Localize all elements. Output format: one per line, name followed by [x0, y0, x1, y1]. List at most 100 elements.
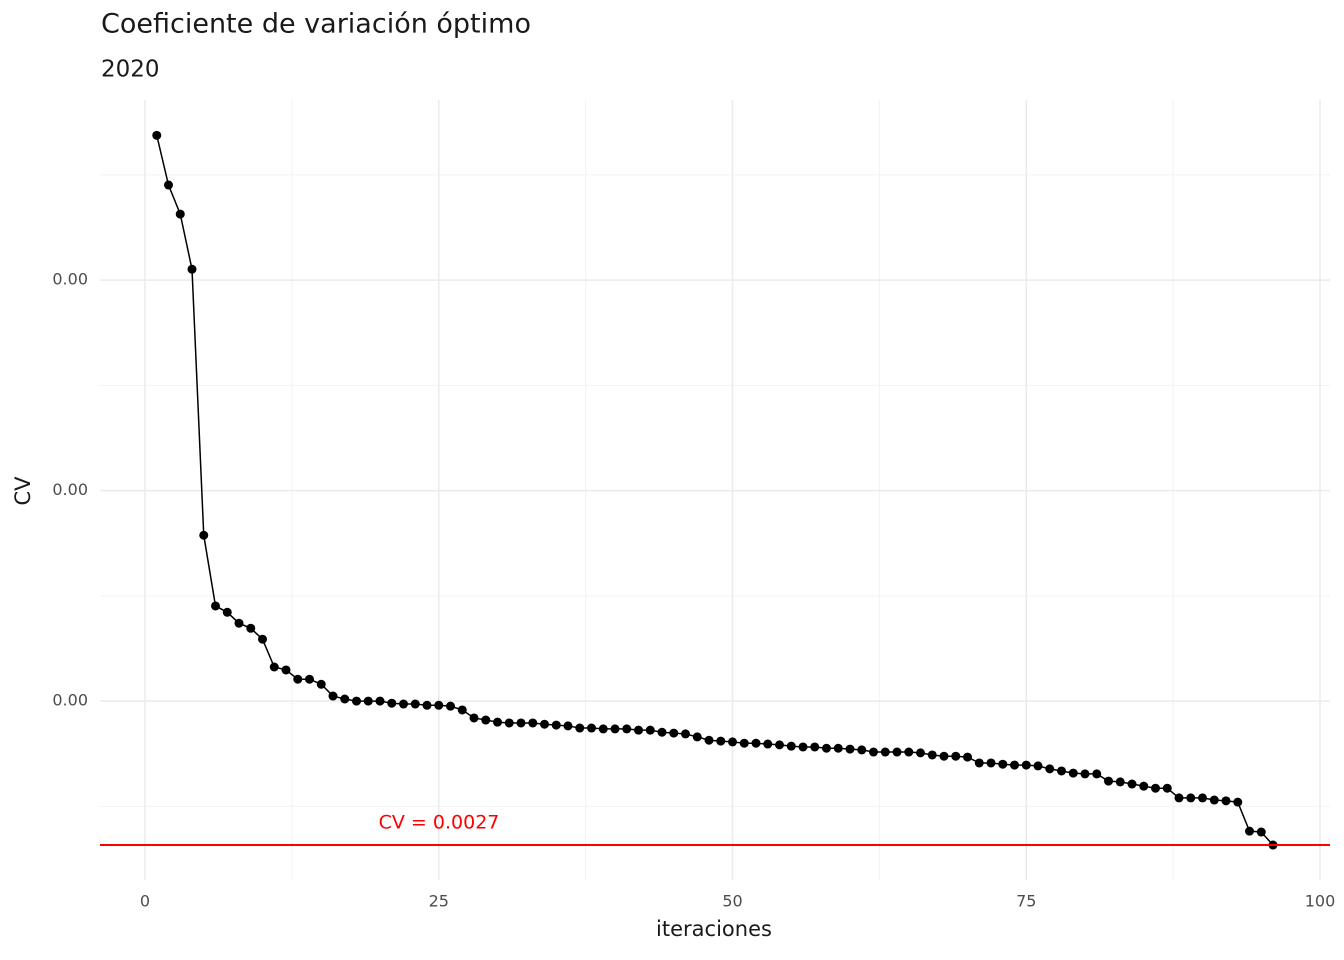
point	[1209, 795, 1219, 805]
point	[728, 737, 738, 747]
point	[175, 209, 185, 219]
x-tick-label: 100	[1305, 892, 1336, 911]
point	[916, 748, 926, 758]
point	[622, 724, 632, 734]
point	[833, 743, 843, 753]
point	[1010, 760, 1020, 770]
point	[422, 700, 432, 710]
point	[822, 743, 832, 753]
point	[763, 739, 773, 749]
point	[1198, 793, 1208, 803]
point	[1115, 777, 1125, 787]
point	[657, 727, 667, 737]
point	[399, 699, 409, 709]
point	[293, 674, 303, 684]
point	[1162, 783, 1172, 793]
point	[786, 741, 796, 751]
point	[669, 728, 679, 738]
point	[363, 696, 373, 706]
point	[1186, 793, 1196, 803]
point	[810, 742, 820, 752]
chart-subtitle: 2020	[101, 57, 160, 83]
point	[904, 747, 914, 757]
point	[634, 725, 644, 735]
point	[798, 742, 808, 752]
x-tick-label: 50	[722, 892, 742, 911]
point	[845, 744, 855, 754]
point	[434, 700, 444, 710]
point	[457, 705, 467, 715]
point	[1045, 764, 1055, 774]
point	[246, 623, 256, 633]
point	[211, 601, 221, 611]
point	[963, 752, 973, 762]
point	[1127, 779, 1137, 789]
reference-label: CV = 0.0027	[379, 812, 500, 834]
point	[986, 758, 996, 768]
y-tick-label: 0.00	[52, 691, 88, 710]
point	[1068, 768, 1078, 778]
point	[880, 747, 890, 757]
y-tick-label: 0.00	[52, 270, 88, 289]
point	[234, 618, 244, 628]
point	[493, 717, 503, 727]
point	[681, 729, 691, 739]
point	[939, 751, 949, 761]
point	[1139, 781, 1149, 791]
point	[504, 718, 514, 728]
point	[1256, 827, 1266, 837]
point	[551, 720, 561, 730]
point	[152, 130, 162, 140]
point	[305, 674, 315, 684]
point	[998, 759, 1008, 769]
point	[892, 747, 902, 757]
point	[281, 665, 291, 675]
point	[410, 699, 420, 709]
point	[340, 694, 350, 704]
point	[446, 701, 456, 711]
x-tick-label: 0	[140, 892, 150, 911]
point	[528, 718, 538, 728]
point	[1221, 796, 1231, 806]
point	[1033, 761, 1043, 771]
point	[199, 530, 209, 540]
point	[857, 745, 867, 755]
point	[1104, 776, 1114, 786]
point	[469, 713, 479, 723]
point	[739, 738, 749, 748]
point	[387, 698, 397, 708]
point	[927, 750, 937, 760]
point	[352, 696, 362, 706]
point	[516, 718, 526, 728]
point	[481, 715, 491, 725]
point	[751, 738, 761, 748]
point	[1092, 769, 1102, 779]
point	[563, 721, 573, 731]
point	[1057, 766, 1067, 776]
point	[316, 679, 326, 689]
point	[587, 723, 597, 733]
point	[258, 634, 268, 644]
point	[1151, 783, 1161, 793]
point	[1174, 793, 1184, 803]
point	[775, 740, 785, 750]
x-tick-label: 75	[1016, 892, 1036, 911]
point	[951, 751, 961, 761]
point	[1021, 760, 1031, 770]
point	[716, 736, 726, 746]
y-axis-label: CV	[11, 476, 35, 506]
point	[164, 180, 174, 190]
point	[269, 662, 279, 672]
y-tick-label: 0.00	[52, 480, 88, 499]
x-axis-label: iteraciones	[656, 917, 772, 941]
point	[704, 735, 714, 745]
point	[869, 747, 879, 757]
point	[328, 691, 338, 701]
point	[222, 607, 232, 617]
chart-title: Coeficiente de variación óptimo	[101, 9, 531, 40]
point	[575, 723, 585, 733]
point	[187, 264, 197, 274]
point	[375, 696, 385, 706]
point	[974, 758, 984, 768]
